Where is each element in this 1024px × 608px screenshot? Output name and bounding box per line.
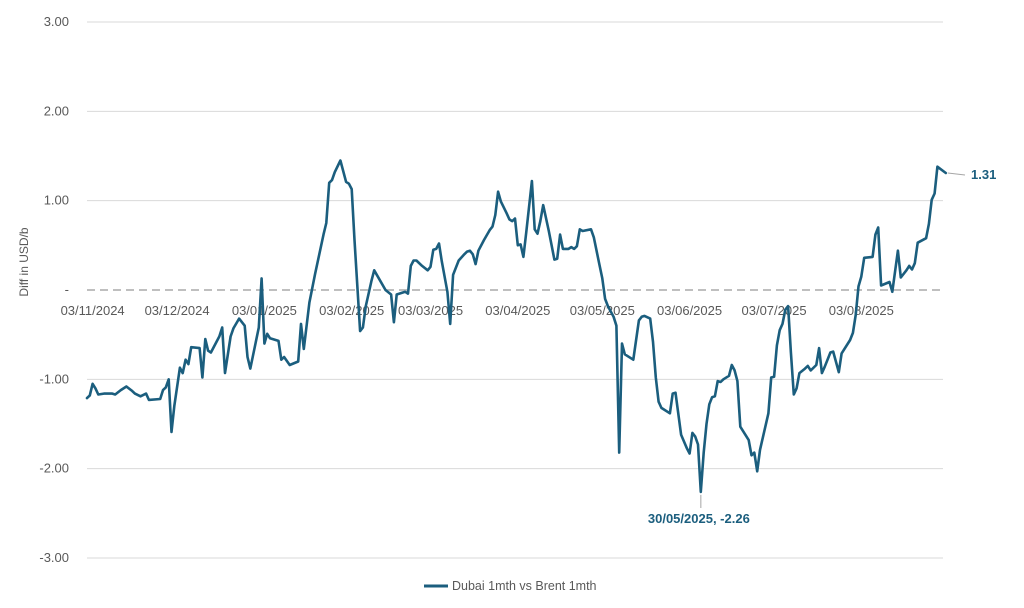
x-tick-label: 03/07/2025 [742, 303, 807, 318]
annotations: 1.31 30/05/2025, -2.26 [648, 167, 996, 526]
x-tick-label: 03/02/2025 [319, 303, 384, 318]
annotation-label: 1.31 [971, 167, 996, 182]
x-tick-label: 03/05/2025 [570, 303, 635, 318]
x-tick-label: 03/12/2024 [145, 303, 210, 318]
x-tick-label: 03/08/2025 [829, 303, 894, 318]
x-tick-label: 03/01/2025 [232, 303, 297, 318]
legend[interactable]: Dubai 1mth vs Brent 1mth [424, 579, 597, 593]
x-tick-label: 03/03/2025 [398, 303, 463, 318]
x-tick-label: 03/06/2025 [657, 303, 722, 318]
y-tick-label: -3.00 [39, 550, 69, 565]
legend-label: Dubai 1mth vs Brent 1mth [452, 579, 597, 593]
series-layer [85, 159, 948, 494]
x-tick-label: 03/11/2024 [61, 303, 125, 318]
y-tick-label: -2.00 [39, 461, 69, 476]
gridlines [87, 21, 943, 559]
y-axis-tick-labels: 3.00 2.00 1.00 - -1.00 -2.00 -3.00 [39, 14, 69, 565]
y-tick-label: - [65, 282, 69, 297]
y-tick-label: -1.00 [39, 371, 69, 386]
series-line [85, 159, 948, 494]
y-axis-title: Diff in USD/b [17, 227, 31, 296]
y-tick-label: 2.00 [44, 103, 69, 118]
x-axis-tick-labels: 03/11/2024 03/12/2024 03/01/2025 03/02/2025… [61, 303, 894, 318]
x-tick-label: 03/04/2025 [485, 303, 550, 318]
y-tick-label: 3.00 [44, 14, 69, 29]
y-tick-label: 1.00 [44, 193, 69, 208]
annotation-label: 30/05/2025, -2.26 [648, 511, 750, 526]
annotation-leader-line [947, 172, 966, 176]
